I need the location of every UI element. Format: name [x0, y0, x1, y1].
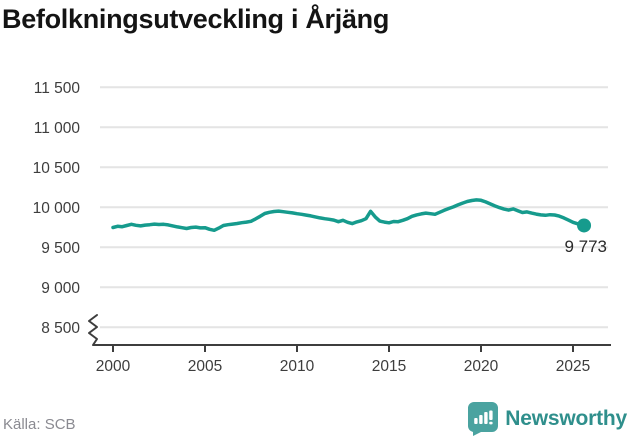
- newsworthy-wordmark: Newsworthy: [505, 407, 627, 430]
- y-tick-label: 10 000: [33, 200, 81, 217]
- source-note: Källa: SCB: [3, 416, 76, 433]
- x-tick-label: 2005: [188, 358, 222, 375]
- newsworthy-logo[interactable]: Newsworthy: [468, 402, 627, 436]
- y-tick-label: 8 500: [41, 320, 80, 337]
- page-title: Befolkningsutveckling i Årjäng: [2, 4, 390, 34]
- y-tick-label: 11 000: [34, 120, 81, 137]
- population-line: [111, 198, 586, 233]
- x-tick-label: 2000: [96, 358, 131, 375]
- newsworthy-bubble-icon: [468, 402, 499, 436]
- y-tick-label: 9 500: [41, 240, 80, 257]
- y-tick-label: 11 500: [34, 80, 81, 97]
- x-tick-label: 2020: [464, 358, 499, 375]
- axis-break-icon: [88, 314, 98, 346]
- x-tick-label: 2010: [280, 358, 315, 375]
- y-tick-label: 10 500: [33, 160, 81, 177]
- x-tick-label: 2025: [556, 358, 590, 375]
- last-point-marker: [577, 218, 592, 233]
- y-tick-label: 9 000: [41, 280, 80, 297]
- last-value-label: 9 773: [564, 237, 607, 256]
- x-tick-label: 2015: [372, 358, 406, 375]
